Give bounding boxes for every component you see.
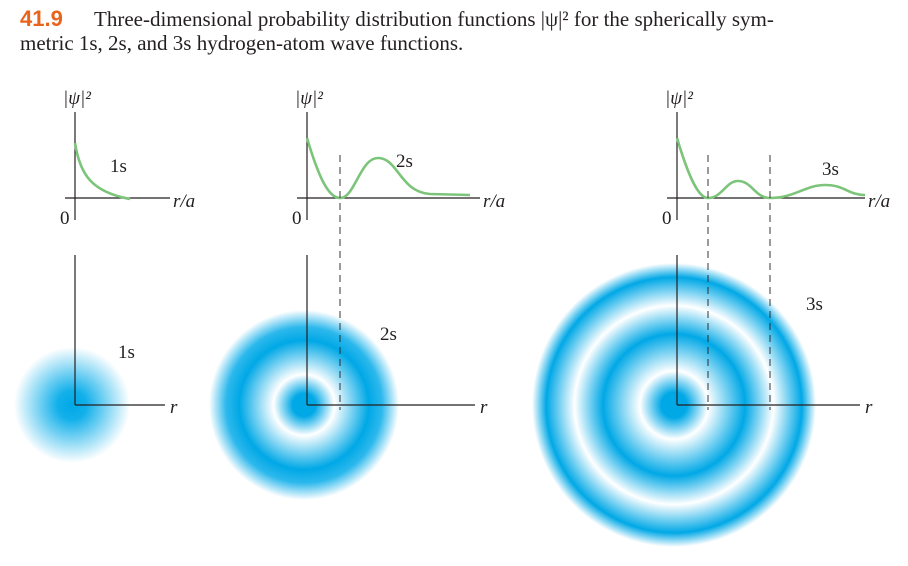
cloud xyxy=(209,310,399,500)
cloud-label: 2s xyxy=(380,324,397,345)
y-axis-label: |ψ|² xyxy=(665,88,693,109)
figure-number: 41.9 xyxy=(20,6,63,31)
cloud-axis-label: r xyxy=(480,397,488,418)
caption-line: Three-dimensional probability distributi… xyxy=(94,7,774,31)
probability-curve xyxy=(675,137,866,200)
cloud-label: 1s xyxy=(118,342,135,363)
cloud xyxy=(532,263,816,547)
probability-curve xyxy=(305,137,471,200)
x-axis-label: r/a xyxy=(173,191,195,212)
origin-label: 0 xyxy=(60,208,70,229)
y-axis-label: |ψ|² xyxy=(295,88,323,109)
curve-label: 1s xyxy=(110,156,127,177)
x-axis-label: r/a xyxy=(868,191,890,212)
x-axis-label: r/a xyxy=(483,191,505,212)
cloud xyxy=(14,347,130,463)
y-axis-label: |ψ|² xyxy=(63,88,91,109)
caption-line: metric 1s, 2s, and 3s hydrogen-atom wave… xyxy=(20,31,463,55)
probability-curve xyxy=(73,142,131,201)
cloud-axis-label: r xyxy=(170,397,178,418)
cloud-axis-label: r xyxy=(865,397,873,418)
origin-label: 0 xyxy=(292,208,302,229)
origin-label: 0 xyxy=(662,208,672,229)
curve-label: 2s xyxy=(396,151,413,172)
curve-label: 3s xyxy=(822,159,839,180)
cloud-label: 3s xyxy=(806,294,823,315)
